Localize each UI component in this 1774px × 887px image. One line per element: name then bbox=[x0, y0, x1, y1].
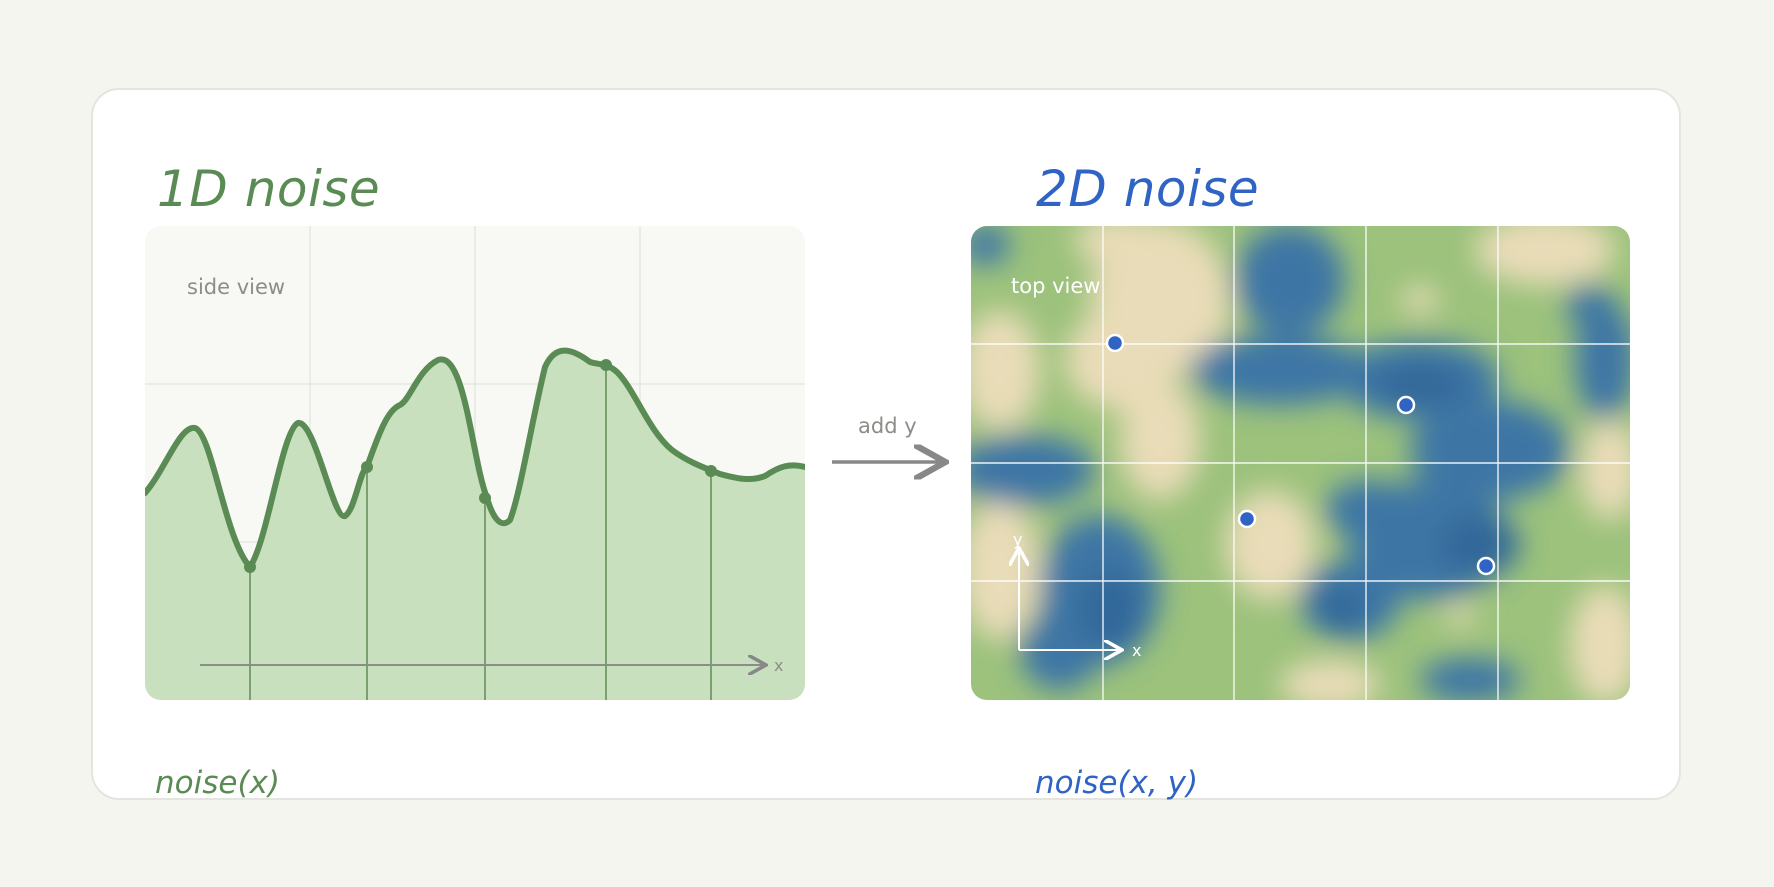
sample-marker bbox=[1237, 509, 1257, 529]
title-1d-noise: 1D noise bbox=[157, 160, 381, 218]
sample-lines bbox=[249, 365, 712, 700]
panel-1d bbox=[145, 226, 805, 700]
x-axis-label-2d: x bbox=[1132, 641, 1141, 660]
formula-2d: noise(x, y) bbox=[1035, 765, 1199, 801]
panel-2d bbox=[971, 226, 1630, 700]
sample-point bbox=[600, 359, 612, 371]
add-y-label: add y bbox=[858, 414, 917, 438]
x-axis-label-1d: x bbox=[774, 656, 783, 675]
y-axis-label-2d: y bbox=[1013, 530, 1022, 549]
sample-marker bbox=[1396, 395, 1416, 415]
top-view-label: top view bbox=[1011, 274, 1100, 298]
title-2d-noise: 2D noise bbox=[1036, 160, 1260, 218]
sample-point bbox=[479, 492, 491, 504]
panel-2d-grid bbox=[971, 226, 1630, 700]
sample-markers-2d bbox=[1105, 333, 1496, 576]
formula-1d: noise(x) bbox=[155, 765, 280, 801]
sample-point bbox=[705, 465, 717, 477]
sample-point bbox=[244, 561, 256, 573]
sample-points bbox=[244, 359, 717, 573]
side-view-label: side view bbox=[187, 275, 285, 299]
sample-marker bbox=[1476, 556, 1496, 576]
sample-marker bbox=[1105, 333, 1125, 353]
sample-point bbox=[361, 461, 373, 473]
noise-curve bbox=[145, 347, 805, 570]
